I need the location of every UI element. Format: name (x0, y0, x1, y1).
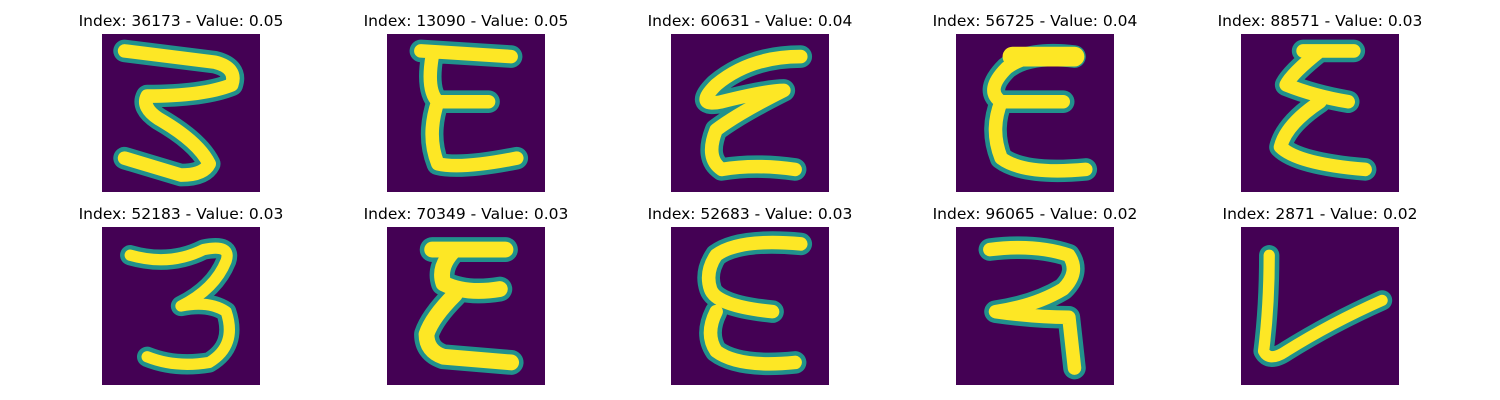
digit-image-3 (671, 34, 829, 192)
panel-title-7: Index: 70349 - Value: 0.03 (363, 205, 569, 223)
digit-image-10 (1241, 227, 1399, 385)
panel-title-6: Index: 52183 - Value: 0.03 (78, 205, 284, 223)
digit-image-6 (102, 227, 260, 385)
panel-title-9: Index: 96065 - Value: 0.02 (932, 205, 1138, 223)
digit-image-9 (956, 227, 1114, 385)
panel-title-8: Index: 52683 - Value: 0.03 (647, 205, 853, 223)
digit-image-1 (102, 34, 260, 192)
digit-image-8 (671, 227, 829, 385)
digit-image-7 (387, 227, 545, 385)
panel-title-10: Index: 2871 - Value: 0.02 (1222, 205, 1418, 223)
digit-image-2 (387, 34, 545, 192)
panel-title-4: Index: 56725 - Value: 0.04 (932, 12, 1138, 30)
panel-title-5: Index: 88571 - Value: 0.03 (1217, 12, 1423, 30)
panel-title-2: Index: 13090 - Value: 0.05 (363, 12, 569, 30)
panel-title-3: Index: 60631 - Value: 0.04 (647, 12, 853, 30)
digit-image-5 (1241, 34, 1399, 192)
panel-title-1: Index: 36173 - Value: 0.05 (78, 12, 284, 30)
digit-image-4 (956, 34, 1114, 192)
